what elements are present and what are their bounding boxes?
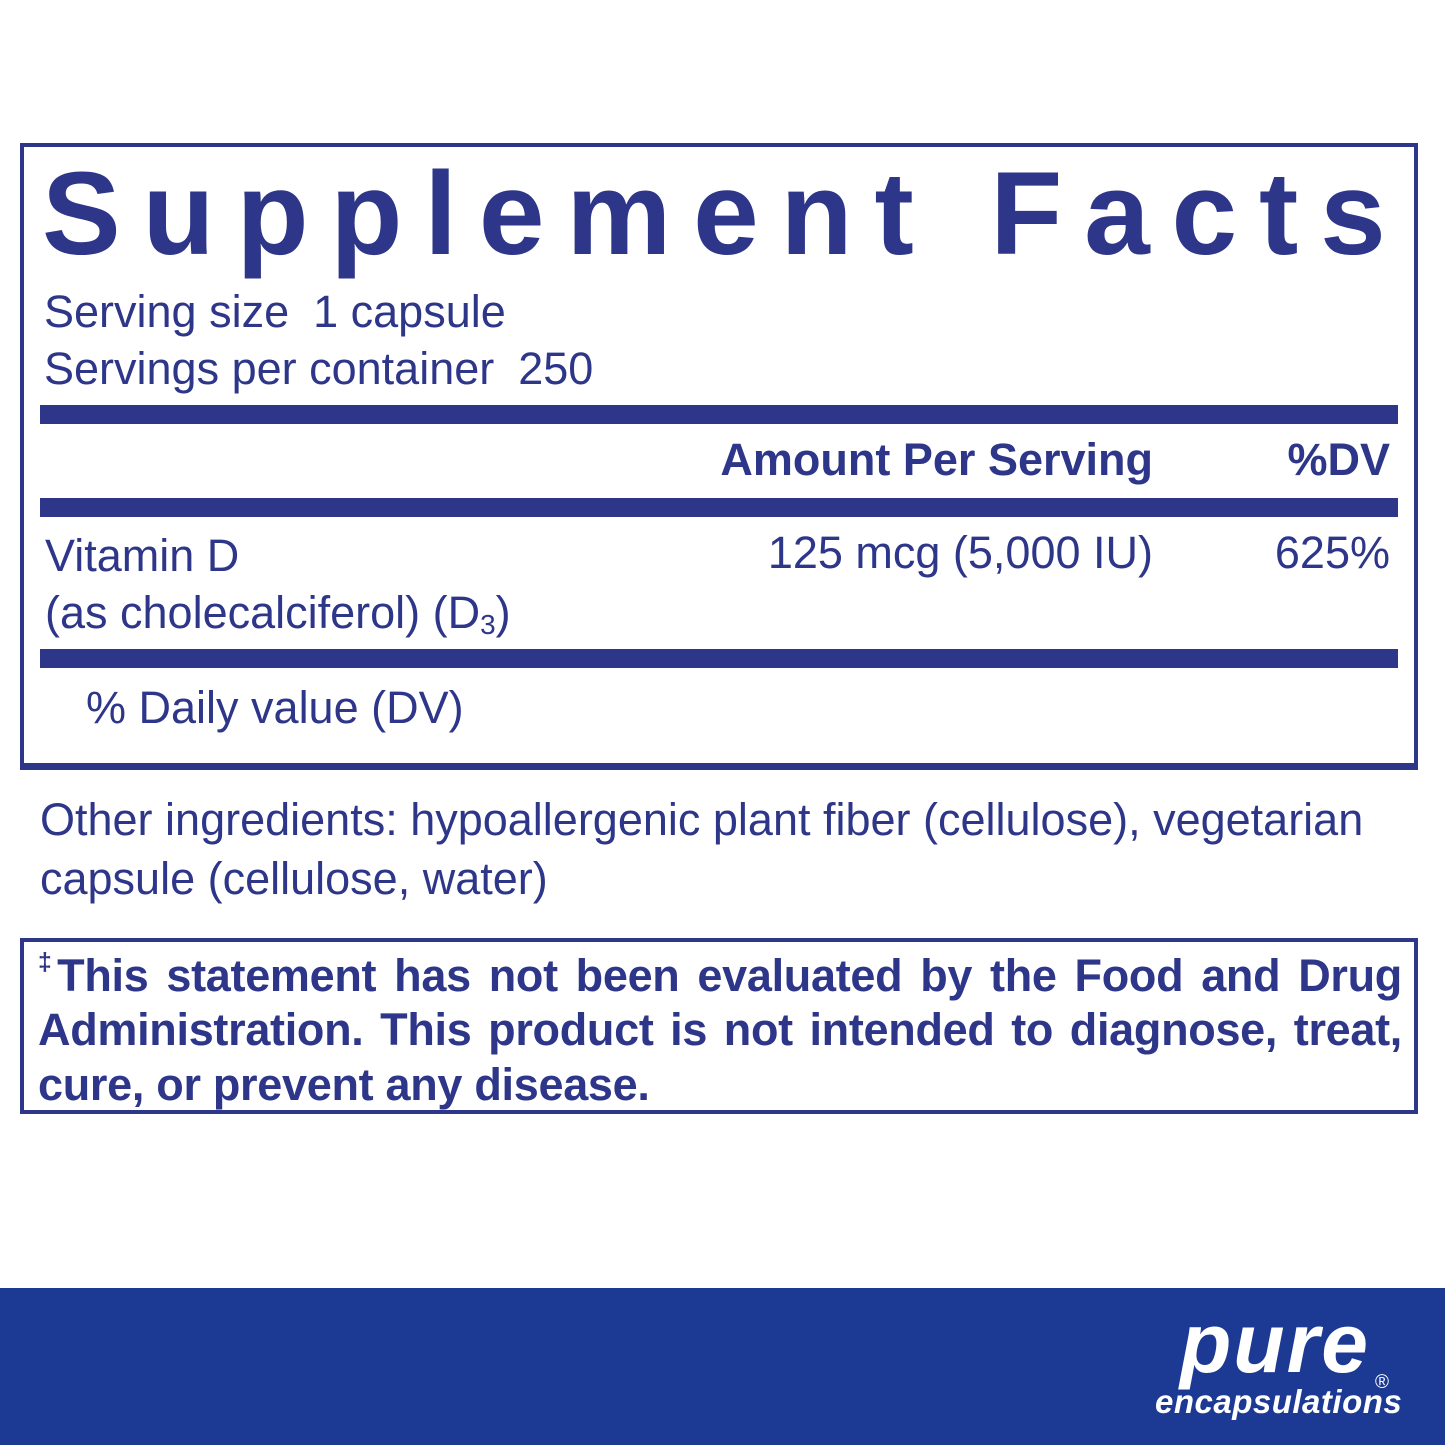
fda-disclaimer-text: ‡This statement has not been evaluated b… (38, 949, 1402, 1112)
table-row: Vitamin D (as cholecalciferol) (D3) 125 … (40, 517, 1398, 649)
brand-footer-bar: pure ® encapsulations (0, 1288, 1445, 1445)
fda-disclaimer-body: This statement has not been evaluated by… (38, 950, 1402, 1110)
supplement-facts-panel: Supplement Facts Serving size 1 capsule S… (20, 143, 1418, 770)
table-header-row: Amount Per Serving %DV (40, 424, 1398, 498)
nutrient-amount: 125 mcg (5,000 IU) (767, 526, 1153, 578)
brand-subname: encapsulations (1155, 1383, 1403, 1421)
fda-disclaimer-box: ‡This statement has not been evaluated b… (20, 938, 1418, 1114)
nutrient-name-cell: Vitamin D (as cholecalciferol) (D3) (45, 527, 768, 641)
nutrient-form-subscript: 3 (480, 608, 496, 640)
registered-trademark-icon: ® (1375, 1372, 1389, 1393)
divider-bar-top (40, 404, 1398, 424)
pure-encapsulations-logo: pure ® encapsulations (1155, 1296, 1403, 1421)
daily-value-footnote: % Daily value (DV) (86, 681, 464, 733)
servings-per-container-row: Servings per container 250 (44, 340, 1398, 397)
serving-size-label: Serving size (44, 285, 290, 337)
servings-per-container-value: 250 (518, 342, 594, 394)
brand-name: pure (1179, 1296, 1371, 1390)
panel-title: Supplement Facts (42, 148, 1408, 280)
serving-size-row: Serving size 1 capsule (44, 283, 1398, 340)
other-ingredients-text: Other ingredients: hypoallergenic plant … (40, 794, 1364, 905)
nutrient-form: (as cholecalciferol) (D3) (45, 584, 768, 641)
divider-bar-middle (40, 497, 1398, 517)
nutrient-form-pre: (as cholecalciferol) (D (45, 586, 481, 638)
servings-per-container-label: Servings per container (44, 342, 495, 394)
serving-size-value: 1 capsule (313, 285, 506, 337)
divider-bar-bottom (40, 648, 1398, 668)
dv-header: %DV (1287, 433, 1390, 485)
dagger-mark: ‡ (38, 949, 58, 977)
serving-info: Serving size 1 capsule Servings per conta… (44, 283, 1398, 397)
nutrient-dv: 625% (1274, 526, 1390, 578)
amount-per-serving-header: Amount Per Serving (720, 433, 1153, 485)
nutrient-form-post: ) (495, 586, 511, 638)
nutrient-name: Vitamin D (45, 529, 240, 581)
